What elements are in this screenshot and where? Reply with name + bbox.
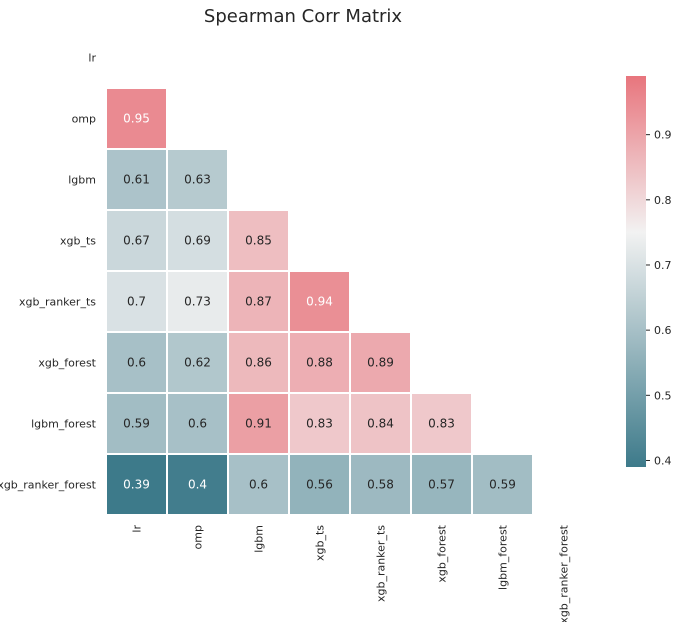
heatmap-cell: [105, 392, 168, 455]
column-tick-label: lr: [131, 525, 144, 533]
cell-value-label: 0.84: [367, 417, 394, 431]
cell-value-label: 0.83: [306, 417, 333, 431]
chart-title: Spearman Corr Matrix: [204, 6, 403, 27]
cell-value-label: 0.6: [188, 417, 207, 431]
cell-value-label: 0.94: [306, 295, 333, 309]
cell-value-label: 0.87: [245, 295, 272, 309]
cell-value-label: 0.7: [127, 295, 146, 309]
cell-value-label: 0.83: [428, 417, 455, 431]
cell-value-label: 0.91: [245, 417, 272, 431]
column-tick-label: omp: [192, 525, 205, 549]
cell-value-label: 0.69: [184, 234, 211, 248]
cell-value-label: 0.73: [184, 295, 211, 309]
column-tick-label: xgb_ranker_ts: [375, 525, 388, 602]
column-tick-label: lgbm_forest: [497, 524, 510, 590]
heatmap-cell: [288, 453, 351, 516]
cell-value-label: 0.85: [245, 234, 272, 248]
heatmap-cells: 0.95 0.61 0.63 0.67 0.69 0.85 0.7 0.73 0.87 0.94 0…: [105, 87, 534, 516]
colorbar-tick-label: 0.8: [654, 194, 672, 207]
heatmap-cell: [166, 453, 229, 516]
cell-value-label: 0.4: [188, 478, 207, 492]
heatmap-cell: [288, 331, 351, 394]
cell-value-label: 0.59: [489, 478, 516, 492]
row-tick-labels: lr omp lgbm xgb_ts xgb_ranker_ts xgb_forestlg…: [0, 52, 97, 492]
cell-value-label: 0.61: [123, 173, 150, 187]
heatmap-cell: [227, 209, 290, 272]
colorbar-tick-label: 0.6: [654, 324, 672, 337]
column-tick-label: xgb_ranker_forest: [558, 524, 571, 622]
cell-value-label: 0.88: [306, 356, 333, 370]
colorbar: 0.4 0.5 0.6 0.7 0.8 0.9: [626, 76, 672, 467]
cell-value-label: 0.6: [127, 356, 146, 370]
heatmap-cell: [105, 453, 168, 516]
heatmap-cell: [166, 270, 229, 333]
heatmap-cell: [349, 392, 412, 455]
cell-value-label: 0.95: [123, 112, 150, 126]
cell-value-label: 0.58: [367, 478, 394, 492]
heatmap-cell: [166, 392, 229, 455]
row-tick-label: xgb_ranker_forest: [0, 479, 97, 492]
cell-value-label: 0.63: [184, 173, 211, 187]
heatmap-cell: [471, 453, 534, 516]
cell-value-label: 0.59: [123, 417, 150, 431]
cell-value-label: 0.6: [249, 478, 268, 492]
row-tick-label: lr: [88, 52, 96, 65]
colorbar-tick-label: 0.7: [654, 259, 672, 272]
colorbar-gradient: [626, 76, 646, 467]
row-tick-label: lgbm: [68, 174, 96, 187]
heatmap-cell: [410, 453, 473, 516]
row-tick-label: omp: [72, 113, 96, 126]
row-tick-label: lgbm_forest: [31, 418, 97, 431]
row-tick-label: xgb_ts: [60, 235, 96, 248]
colorbar-tick-label: 0.4: [654, 454, 672, 467]
column-tick-label: xgb_ts: [314, 525, 327, 561]
cell-value-label: 0.39: [123, 478, 150, 492]
cell-value-label: 0.89: [367, 356, 394, 370]
heatmap-cell: [410, 392, 473, 455]
heatmap-cell: [288, 270, 351, 333]
cell-value-label: 0.86: [245, 356, 272, 370]
cell-value-label: 0.62: [184, 356, 211, 370]
column-tick-label: xgb_forest: [436, 524, 449, 582]
cell-value-label: 0.57: [428, 478, 455, 492]
colorbar-tick-label: 0.5: [654, 389, 672, 402]
cell-value-label: 0.56: [306, 478, 333, 492]
colorbar-tick-label: 0.9: [654, 129, 672, 142]
column-tick-labels: lr omp lgbm xgb_ts xgb_ranker_ts xgb_forest lg…: [131, 524, 571, 622]
row-tick-label: xgb_ranker_ts: [19, 296, 96, 309]
heatmap-cell: [105, 148, 168, 211]
row-tick-label: xgb_forest: [38, 357, 96, 370]
heatmap-cell: [288, 392, 351, 455]
heatmap-cell: [105, 87, 168, 150]
heatmap-cell: [166, 331, 229, 394]
column-tick-label: lgbm: [253, 525, 266, 553]
cell-value-label: 0.67: [123, 234, 150, 248]
